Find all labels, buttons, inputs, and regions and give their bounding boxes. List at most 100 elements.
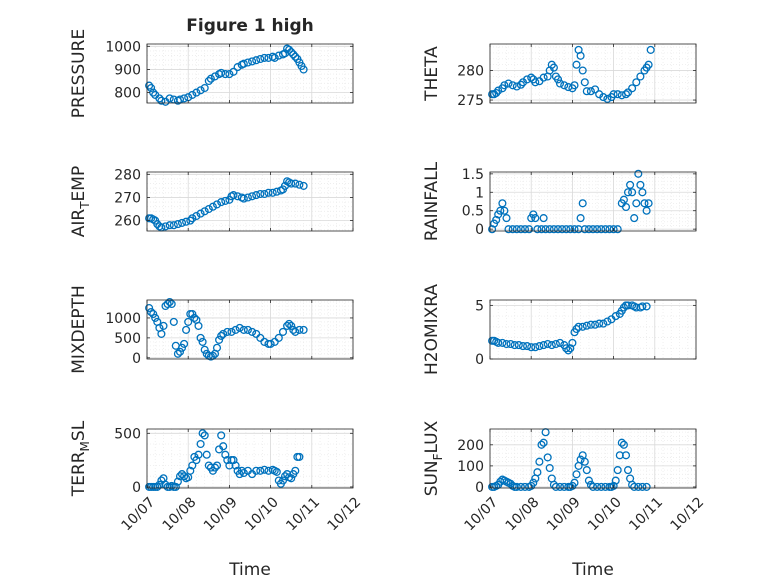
data-point <box>278 476 288 485</box>
data-point <box>619 195 628 204</box>
data-point <box>221 196 230 205</box>
data-point <box>636 180 645 189</box>
x-tick-label: 10/12 <box>324 494 364 534</box>
y-tick-label: 0 <box>132 480 141 496</box>
data-point <box>165 94 174 103</box>
data-point <box>619 303 628 312</box>
data-point <box>574 322 583 331</box>
data-point <box>182 217 191 226</box>
data-point <box>601 225 610 234</box>
data-point <box>504 79 513 88</box>
data-point <box>512 225 521 234</box>
data-point <box>159 321 168 330</box>
data-point <box>192 88 201 97</box>
data-point <box>188 90 197 99</box>
subplot-h2omixra: 0 5 H2OMIXRA <box>422 284 697 375</box>
data-point <box>570 478 579 487</box>
data-point <box>272 467 281 476</box>
y-tick-label: 0 <box>475 352 484 368</box>
plot-area <box>147 44 353 103</box>
data-point <box>539 73 548 82</box>
y-tick-label: 0 <box>132 351 141 367</box>
data-point <box>210 72 220 81</box>
data-point <box>219 329 228 338</box>
subplot-air_temp: 260 270 280 AIRTEMP <box>69 166 354 237</box>
data-point <box>198 337 207 346</box>
data-point <box>595 319 604 328</box>
data-point <box>570 225 579 234</box>
data-point <box>217 68 226 77</box>
data-point <box>145 81 154 90</box>
data-point <box>229 67 238 76</box>
data-point <box>285 319 294 328</box>
data-point <box>180 339 189 348</box>
y-tick-label: 260 <box>114 214 141 230</box>
data-point <box>541 225 550 234</box>
data-point <box>190 313 199 322</box>
data-point <box>599 319 608 328</box>
data-point <box>215 335 224 344</box>
data-point <box>512 482 521 491</box>
data-point <box>285 45 294 54</box>
data-point <box>225 70 234 79</box>
data-point <box>186 466 195 475</box>
data-point <box>151 313 160 322</box>
data-point <box>613 90 622 99</box>
data-point <box>155 94 164 103</box>
data-point <box>568 338 577 347</box>
y-tick-label: 800 <box>114 86 141 102</box>
data-point <box>603 94 612 103</box>
data-point <box>593 482 602 491</box>
data-point <box>588 482 598 491</box>
data-point <box>514 341 523 350</box>
data-point <box>268 188 277 197</box>
data-point <box>611 312 620 321</box>
data-point <box>558 225 567 234</box>
y-axis-label: SUNFLUX <box>422 420 445 496</box>
subplot-rainfall: 0 0.5 1 1.5 RAINFALL <box>422 161 697 241</box>
data-point <box>147 307 156 317</box>
data-point <box>177 470 187 479</box>
data-point <box>494 338 503 347</box>
data-point <box>233 63 242 72</box>
data-point <box>640 199 649 208</box>
data-point <box>549 63 558 72</box>
x-tick-label: 10/12 <box>667 494 707 534</box>
data-point <box>642 302 651 311</box>
data-point <box>644 199 653 208</box>
data-point <box>157 329 166 338</box>
y-tick-label: 900 <box>114 62 141 78</box>
data-point <box>498 338 507 347</box>
data-point <box>527 73 536 82</box>
data-point <box>206 74 215 83</box>
y-axis-label: AIRTEMP <box>69 166 92 237</box>
data-point <box>516 225 525 234</box>
data-point <box>291 52 300 61</box>
series-sun_flux <box>488 428 651 491</box>
x-tick-label: 10/09 <box>201 494 241 534</box>
x-tick-label: 10/09 <box>544 494 584 534</box>
data-point <box>502 339 511 349</box>
y-tick-label: 1000 <box>105 39 141 55</box>
data-point <box>623 88 633 97</box>
data-point <box>555 79 565 88</box>
data-point <box>576 455 585 464</box>
data-point <box>202 450 211 459</box>
data-point <box>630 214 639 223</box>
data-point <box>161 222 170 231</box>
data-point <box>580 457 589 466</box>
axes-box <box>146 43 354 104</box>
data-point <box>525 225 534 234</box>
data-point <box>165 221 174 230</box>
data-point <box>551 482 560 491</box>
data-point <box>239 468 248 478</box>
data-point <box>200 207 209 216</box>
figure-title: Figure 1 high <box>186 16 314 36</box>
data-point <box>235 323 244 332</box>
data-point <box>634 169 643 178</box>
series-pressure <box>145 44 308 106</box>
data-point <box>638 188 647 197</box>
data-point <box>169 317 178 326</box>
data-point <box>204 204 213 214</box>
